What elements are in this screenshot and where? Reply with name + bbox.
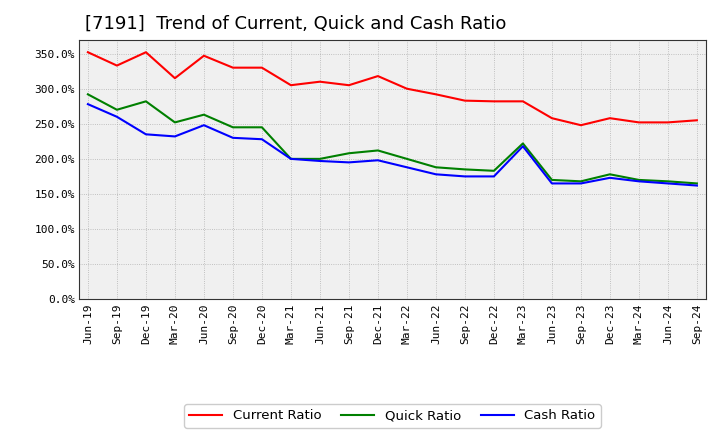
Quick Ratio: [287, 156, 295, 161]
Current Ratio: [112, 63, 121, 68]
Quick Ratio: [577, 179, 585, 184]
Current Ratio: [431, 92, 440, 97]
Current Ratio: [84, 50, 92, 55]
Quick Ratio: [112, 107, 121, 112]
Line: Current Ratio: Current Ratio: [88, 52, 697, 125]
Current Ratio: [548, 116, 557, 121]
Cash Ratio: [518, 143, 527, 149]
Quick Ratio: [548, 177, 557, 183]
Current Ratio: [693, 117, 701, 123]
Current Ratio: [518, 99, 527, 104]
Quick Ratio: [431, 165, 440, 170]
Quick Ratio: [345, 150, 354, 156]
Quick Ratio: [606, 172, 614, 177]
Cash Ratio: [490, 174, 498, 179]
Cash Ratio: [258, 136, 266, 142]
Cash Ratio: [402, 165, 411, 170]
Current Ratio: [287, 83, 295, 88]
Current Ratio: [402, 86, 411, 92]
Current Ratio: [606, 116, 614, 121]
Cash Ratio: [664, 181, 672, 186]
Quick Ratio: [518, 141, 527, 146]
Current Ratio: [634, 120, 643, 125]
Quick Ratio: [199, 112, 208, 117]
Current Ratio: [374, 73, 382, 79]
Quick Ratio: [634, 177, 643, 183]
Quick Ratio: [258, 125, 266, 130]
Current Ratio: [664, 120, 672, 125]
Line: Quick Ratio: Quick Ratio: [88, 94, 697, 183]
Current Ratio: [258, 65, 266, 70]
Cash Ratio: [84, 102, 92, 107]
Current Ratio: [315, 79, 324, 84]
Cash Ratio: [461, 174, 469, 179]
Text: [7191]  Trend of Current, Quick and Cash Ratio: [7191] Trend of Current, Quick and Cash …: [86, 15, 507, 33]
Cash Ratio: [693, 183, 701, 188]
Line: Cash Ratio: Cash Ratio: [88, 104, 697, 186]
Quick Ratio: [171, 120, 179, 125]
Quick Ratio: [84, 92, 92, 97]
Cash Ratio: [634, 179, 643, 184]
Quick Ratio: [315, 156, 324, 161]
Current Ratio: [142, 50, 150, 55]
Cash Ratio: [374, 158, 382, 163]
Quick Ratio: [664, 179, 672, 184]
Cash Ratio: [199, 123, 208, 128]
Quick Ratio: [142, 99, 150, 104]
Cash Ratio: [577, 181, 585, 186]
Current Ratio: [199, 53, 208, 59]
Quick Ratio: [402, 156, 411, 161]
Cash Ratio: [345, 160, 354, 165]
Cash Ratio: [112, 114, 121, 119]
Quick Ratio: [693, 181, 701, 186]
Current Ratio: [490, 99, 498, 104]
Cash Ratio: [606, 175, 614, 180]
Quick Ratio: [461, 167, 469, 172]
Quick Ratio: [490, 168, 498, 173]
Cash Ratio: [171, 134, 179, 139]
Quick Ratio: [228, 125, 237, 130]
Current Ratio: [461, 98, 469, 103]
Cash Ratio: [142, 132, 150, 137]
Current Ratio: [228, 65, 237, 70]
Current Ratio: [577, 123, 585, 128]
Cash Ratio: [431, 172, 440, 177]
Cash Ratio: [548, 181, 557, 186]
Quick Ratio: [374, 148, 382, 153]
Current Ratio: [345, 83, 354, 88]
Cash Ratio: [287, 156, 295, 161]
Cash Ratio: [315, 158, 324, 164]
Legend: Current Ratio, Quick Ratio, Cash Ratio: Current Ratio, Quick Ratio, Cash Ratio: [184, 404, 600, 428]
Cash Ratio: [228, 135, 237, 140]
Current Ratio: [171, 76, 179, 81]
